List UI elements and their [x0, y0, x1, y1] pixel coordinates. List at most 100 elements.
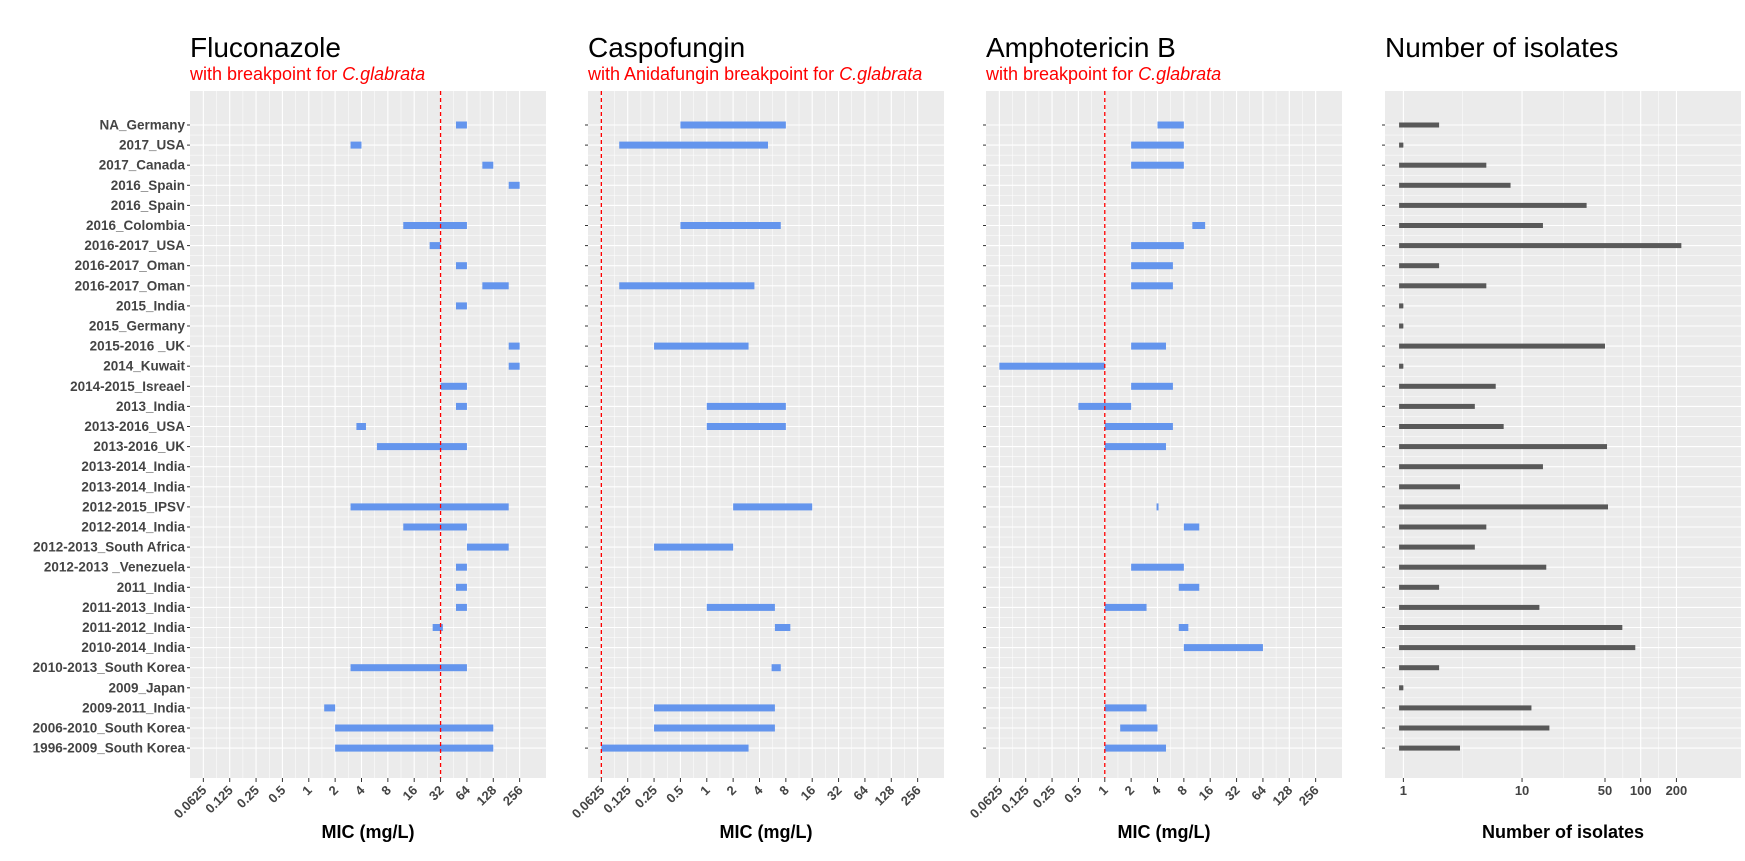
mic-range-bar [999, 362, 1105, 370]
isolate-count-bar [1399, 343, 1605, 349]
x-tick-label: 0.0625 [569, 783, 608, 822]
mic-range-bar [1104, 423, 1173, 430]
x-tick-label: 32 [824, 783, 845, 804]
subtitle-species: C.glabrata [839, 64, 922, 84]
x-tick-label: 64 [850, 782, 871, 803]
mic-range-bar [455, 262, 467, 270]
mic-range-bar [1131, 282, 1173, 290]
mic-range-bar [771, 664, 781, 672]
mic-range-bar [654, 704, 775, 712]
mic-range-bar [440, 382, 467, 390]
panel-isolates: Number of isolates 1 10 50 100 200 Number of… [1382, 32, 1741, 842]
mic-range-bar [1131, 342, 1166, 350]
subtitle-species: C.glabrata [342, 64, 425, 84]
category-label: 2013-2016_UK [93, 439, 185, 454]
isolate-count-bar [1399, 564, 1547, 570]
subtitle-prefix: with breakpoint for [189, 64, 342, 84]
panel-title: Number of isolates [1385, 32, 1618, 63]
panel-background [190, 91, 546, 778]
category-label: 2009_Japan [108, 680, 185, 695]
x-tick-label: 256 [898, 783, 924, 809]
category-label: 2015_Germany [89, 319, 186, 334]
mic-range-bar [335, 724, 494, 732]
mic-range-bar [403, 523, 467, 531]
x-tick-label: 4 [352, 782, 368, 798]
category-label: 2014-2015_Isreael [70, 379, 185, 394]
mic-range-bar [350, 664, 467, 672]
mic-range-bar [1104, 443, 1166, 451]
isolate-count-bar [1399, 424, 1504, 429]
mic-range-bar [455, 583, 467, 591]
category-label: NA_Germany [99, 118, 185, 133]
x-tick-label: 8 [1174, 783, 1190, 799]
panel-amphotericin: Amphotericin B with breakpoint for C.gla… [967, 32, 1342, 842]
panel-background [588, 91, 944, 778]
category-label: 2014_Kuwait [103, 359, 185, 374]
mic-range-bar [455, 402, 467, 410]
x-tick-label: 2 [724, 783, 740, 799]
panel-subtitle: with breakpoint for C.glabrata [985, 64, 1221, 84]
isolate-count-bar [1399, 504, 1608, 510]
mic-range-bar [1156, 503, 1159, 511]
mic-range-bar [706, 603, 775, 611]
isolate-count-bar [1399, 444, 1608, 450]
mic-range-bar [1192, 222, 1206, 229]
mic-range-bar [482, 282, 509, 290]
mic-range-bar [1120, 724, 1158, 732]
x-tick-label: 128 [1269, 783, 1295, 809]
isolate-count-bar [1399, 162, 1487, 168]
mic-range-bar [1131, 563, 1184, 571]
category-label: 1996-2009_South Korea [33, 741, 186, 756]
x-tick-label: 32 [426, 783, 447, 804]
x-tick-label: 16 [797, 783, 818, 804]
isolate-count-bar [1399, 484, 1460, 490]
mic-range-bar [508, 181, 520, 189]
x-tick-label: 0.5 [265, 783, 288, 806]
mic-range-bar [508, 362, 520, 370]
x-tick-label: 0.5 [663, 783, 686, 806]
x-tick-label: 50 [1598, 783, 1612, 798]
category-label: 2012-2015_IPSV [82, 499, 185, 514]
isolate-count-bar [1399, 645, 1636, 651]
isolate-count-bar [1399, 303, 1404, 309]
mic-range-bar [706, 402, 786, 410]
panel-background [1385, 91, 1741, 778]
mic-range-bar [1131, 382, 1173, 390]
isolate-count-bar [1399, 685, 1404, 691]
x-tick-label: 8 [776, 783, 792, 799]
mic-range-bar [429, 242, 441, 250]
isolate-count-bar [1399, 263, 1440, 269]
x-tick-label: 0.125 [600, 783, 634, 817]
mic-range-bar [1178, 583, 1200, 591]
mic-range-bar [1104, 704, 1147, 712]
mic-range-bar [482, 161, 494, 169]
x-tick-label: 0.125 [998, 783, 1032, 817]
x-tick-label: 1 [1095, 783, 1111, 799]
x-tick-label: 0.125 [202, 783, 236, 817]
mic-range-bar [455, 121, 467, 129]
isolate-count-bar [1399, 705, 1532, 711]
mic-range-bar [654, 724, 775, 732]
x-tick-label: 0.0625 [171, 783, 210, 822]
panel-fluconazole: Fluconazole with breakpoint for C.glabra… [33, 32, 546, 842]
isolate-count-bar [1399, 323, 1404, 329]
isolate-count-bar [1399, 725, 1550, 731]
category-label: 2011-2013_India [82, 600, 185, 615]
mic-range-bar [1131, 242, 1184, 250]
category-label: 2016_Colombia [86, 218, 186, 233]
category-label: 2016-2017_Oman [75, 278, 185, 293]
mic-range-bar [1178, 624, 1189, 631]
category-label: 2010-2014_India [81, 640, 185, 655]
category-label: 2011-2012_India [82, 620, 185, 635]
x-tick-label: 16 [399, 783, 420, 804]
mic-range-bar [680, 121, 786, 129]
mic-range-bar [1131, 161, 1184, 169]
isolate-count-bar [1399, 464, 1543, 470]
category-label: 2016-2017_Oman [75, 258, 185, 273]
mic-range-bar [350, 141, 362, 149]
x-tick-label: 8 [378, 783, 394, 799]
x-axis-label: MIC (mg/L) [720, 822, 813, 842]
x-tick-label: 16 [1195, 783, 1216, 804]
isolate-count-bar [1399, 403, 1475, 409]
